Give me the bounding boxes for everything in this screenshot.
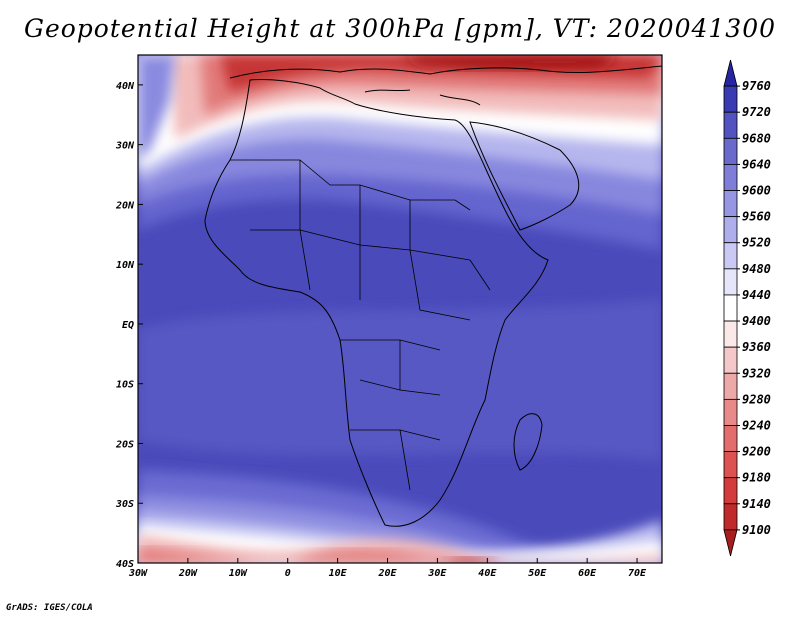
longitude-axis: 30W 20W 10W 0 10E 20E 30E 40E 50E 60E 70E bbox=[128, 558, 647, 579]
lat-tick-label: 30S bbox=[115, 499, 134, 510]
map-title: Geopotential Height at 300hPa [gpm], VT:… bbox=[23, 14, 777, 43]
lon-tick-label: 20W bbox=[178, 568, 198, 579]
legend-color-box bbox=[723, 320, 738, 348]
color-legend: 9760 9720 9680 9640 9600 9560 9520 9480 9440 9400… bbox=[723, 59, 771, 557]
legend-label: 9680 bbox=[742, 131, 771, 145]
height-field bbox=[138, 55, 662, 563]
legend-label: 9200 bbox=[742, 445, 771, 459]
legend-label: 9100 bbox=[742, 523, 771, 537]
plot-frame bbox=[137, 54, 663, 564]
legend-label: 9280 bbox=[742, 392, 771, 406]
legend-color-box bbox=[723, 85, 738, 113]
lon-tick-label: 10E bbox=[329, 568, 348, 579]
lat-tick-label: 40S bbox=[116, 559, 134, 570]
legend-label: 9360 bbox=[742, 340, 771, 354]
legend-color-box bbox=[723, 59, 738, 87]
legend-label: 9320 bbox=[742, 366, 771, 380]
legend-color-box bbox=[723, 137, 738, 165]
legend-label: 9600 bbox=[742, 184, 771, 198]
credit-text: GrADS: IGES/COLA bbox=[6, 603, 93, 613]
legend-label: 9400 bbox=[742, 314, 771, 328]
lon-tick-label: 20E bbox=[377, 568, 397, 579]
lon-tick-label: 30W bbox=[128, 568, 148, 579]
lat-tick-label: 20S bbox=[115, 439, 134, 450]
legend-label: 9240 bbox=[742, 418, 771, 432]
legend-label: 9760 bbox=[742, 79, 771, 93]
latitude-axis: 40N 30N 20N 10N EQ 10S 20S 30S 40S bbox=[115, 81, 143, 570]
legend-label: 9720 bbox=[742, 105, 771, 119]
legend-color-box bbox=[723, 268, 738, 296]
legend-color-box bbox=[723, 242, 738, 270]
legend-color-box bbox=[723, 346, 738, 374]
lon-tick-label: 70E bbox=[628, 568, 647, 579]
lat-tick-label: 40N bbox=[116, 81, 135, 92]
legend-label: 9140 bbox=[742, 497, 771, 511]
legend-label: 9640 bbox=[742, 157, 771, 171]
lon-tick-label: 0 bbox=[285, 568, 291, 579]
legend-color-box bbox=[723, 398, 738, 426]
legend-color-box bbox=[723, 294, 738, 322]
legend-color-box bbox=[723, 190, 738, 218]
legend-color-box bbox=[723, 216, 738, 244]
lon-tick-label: 10W bbox=[229, 568, 248, 579]
lon-tick-label: 40E bbox=[478, 568, 497, 579]
legend-color-box bbox=[723, 372, 738, 400]
legend-label: 9480 bbox=[742, 262, 771, 276]
legend-color-box bbox=[723, 111, 738, 139]
lat-tick-label: 10S bbox=[116, 380, 134, 391]
legend-color-box bbox=[723, 477, 738, 505]
country-borders bbox=[230, 159, 491, 491]
legend-label: 9440 bbox=[742, 288, 771, 302]
legend-label: 9520 bbox=[742, 236, 771, 250]
lon-tick-label: 30E bbox=[427, 568, 447, 579]
legend-color-box bbox=[723, 451, 738, 479]
legend-label: 9180 bbox=[742, 471, 771, 485]
lat-tick-label: 30N bbox=[115, 141, 135, 152]
legend-color-box bbox=[723, 425, 738, 452]
legend-label: 9560 bbox=[742, 210, 771, 224]
lon-tick-label: 60E bbox=[578, 568, 597, 579]
legend-color-box bbox=[723, 529, 738, 557]
coastlines bbox=[204, 65, 662, 527]
lat-tick-label: EQ bbox=[122, 320, 134, 331]
legend-color-box bbox=[723, 503, 738, 531]
legend-color-box bbox=[723, 164, 738, 191]
lon-tick-label: 50E bbox=[528, 568, 547, 579]
lat-tick-label: 10N bbox=[116, 260, 135, 271]
lat-tick-label: 20N bbox=[115, 200, 135, 211]
